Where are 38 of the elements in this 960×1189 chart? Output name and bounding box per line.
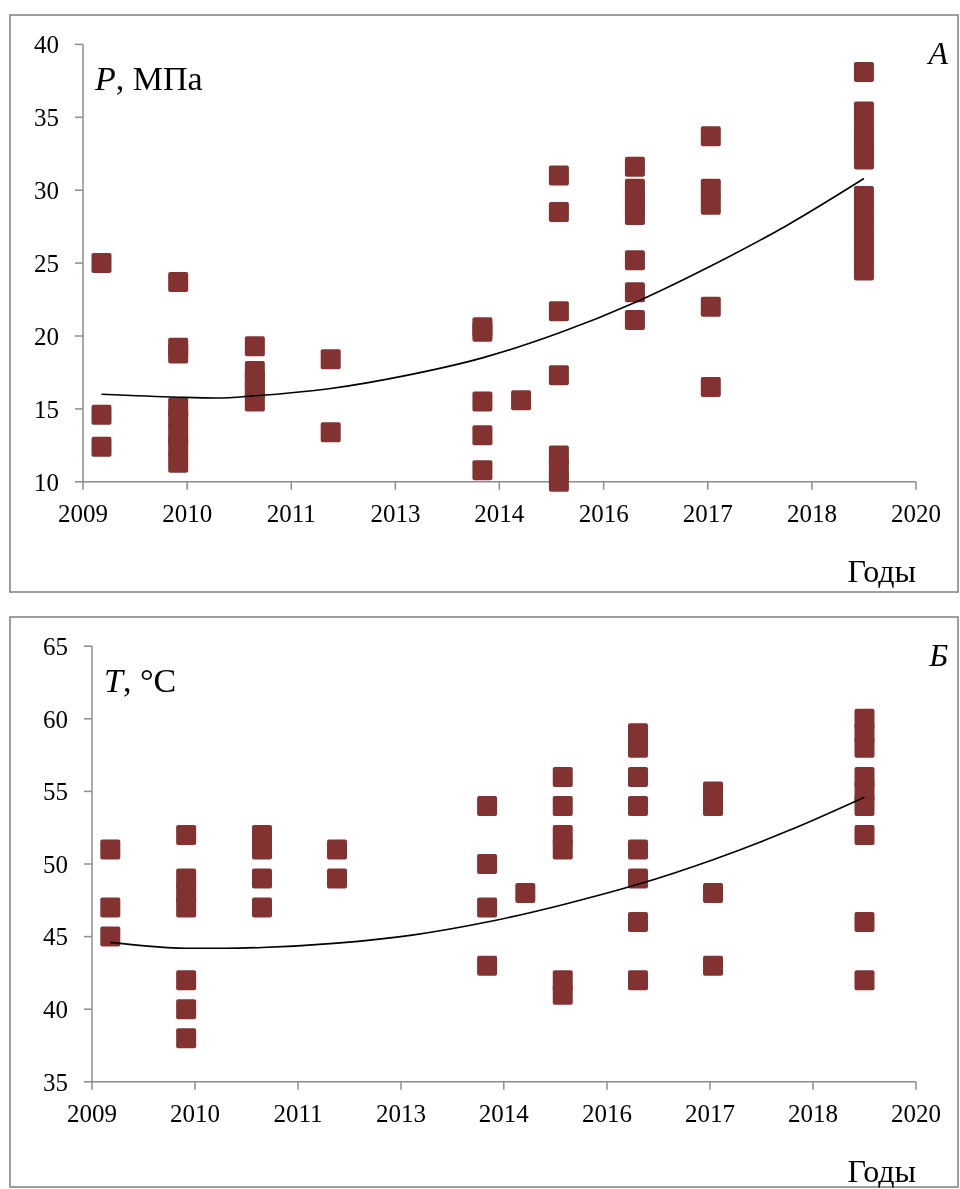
y-tick-label: 10 [34,468,59,496]
chart-title: А [926,35,949,72]
y-tick-label: 25 [34,249,59,277]
x-tick-label: 2014 [474,499,525,527]
y-tick-label: 35 [34,104,59,132]
y-tick-label: 50 [43,850,68,878]
x-tick-label: 2016 [582,1099,632,1127]
x-tick-label: 2020 [891,499,941,527]
x-tick-label: 2016 [578,499,629,527]
y-tick-label: 40 [43,995,68,1023]
x-tick-label: 2011 [266,499,316,527]
y-tick-label: 30 [34,176,59,204]
y-axis-title: P, МПа [94,60,203,98]
x-axis-title: Годы [847,552,916,589]
x-tick-label: 2018 [788,1099,838,1127]
x-axis-title: Годы [847,1152,916,1189]
y-tick-label: 60 [43,705,68,733]
x-tick-label: 2011 [273,1099,323,1127]
x-tick-label: 2013 [376,1099,426,1127]
x-tick-label: 2010 [162,499,213,527]
y-tick-label: 35 [43,1068,68,1096]
x-tick-label: 2010 [170,1099,220,1127]
y-axis-title: T, °C [104,662,177,700]
x-tick-label: 2009 [67,1099,117,1127]
y-tick-label: 45 [43,923,68,951]
y-tick-label: 65 [43,632,68,660]
x-tick-label: 2014 [478,1099,530,1127]
y-tick-label: 55 [43,778,68,806]
y-tick-label: 15 [34,395,59,423]
x-tick-label: 2009 [58,499,108,527]
x-tick-label: 2020 [891,1099,941,1127]
y-tick-label: 40 [34,31,59,59]
x-tick-label: 2017 [682,499,733,527]
chart-title: Б [928,637,949,674]
y-tick-label: 20 [34,322,59,350]
x-tick-label: 2013 [370,499,421,527]
x-tick-label: 2017 [685,1099,735,1127]
x-tick-label: 2018 [786,499,837,527]
